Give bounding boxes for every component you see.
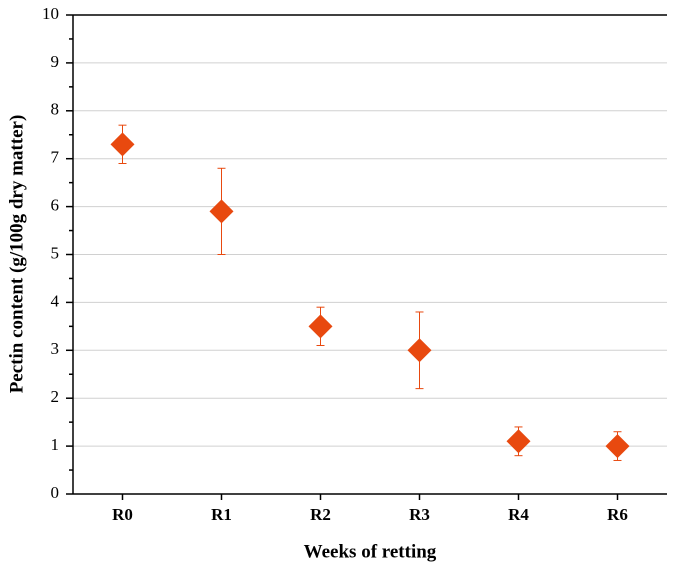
y-tick-label: 10 [42,4,59,23]
diamond-marker [407,338,432,363]
x-tick-label: R0 [112,505,133,524]
x-tick-label: R6 [607,505,628,524]
y-tick-label: 8 [51,100,60,119]
y-tick-label: 9 [51,52,60,71]
x-tick-label: R2 [310,505,331,524]
y-axis-label: Pectin content (g/100g dry matter) [6,115,27,394]
x-tick-label: R1 [211,505,232,524]
y-tick-label: 6 [51,196,60,215]
x-tick-label: R3 [409,505,430,524]
diamond-marker [605,434,630,459]
diamond-marker [506,429,531,454]
x-axis-label: Weeks of retting [304,541,437,562]
y-tick-label: 1 [51,435,60,454]
x-tick-label: R4 [508,505,529,524]
y-tick-label: 0 [51,483,60,502]
y-tick-label: 7 [51,148,60,167]
diamond-marker [110,132,135,157]
y-tick-label: 5 [51,243,60,262]
y-tick-label: 2 [51,387,60,406]
y-tick-label: 4 [51,291,60,310]
diamond-marker [209,199,234,224]
y-tick-label: 3 [51,339,60,358]
diamond-marker [308,314,333,339]
